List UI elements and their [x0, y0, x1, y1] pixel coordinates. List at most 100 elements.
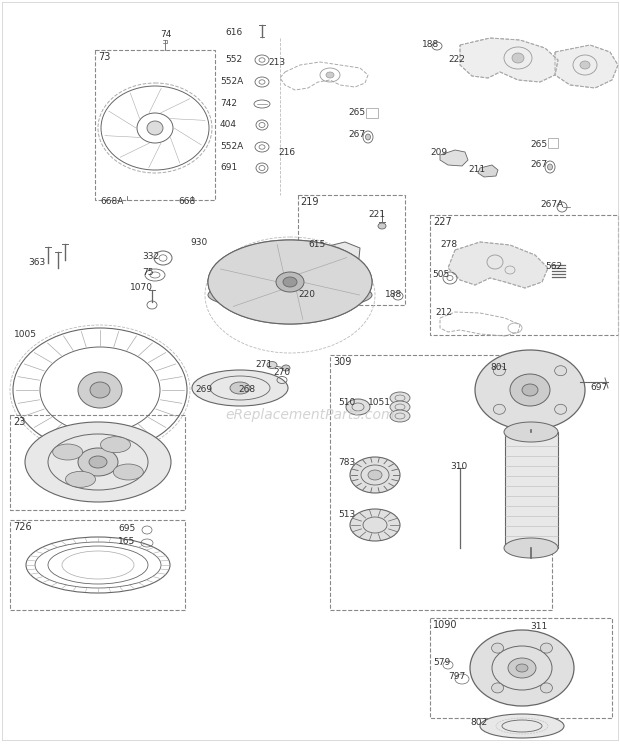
- Ellipse shape: [555, 366, 567, 376]
- Text: 270: 270: [273, 368, 290, 377]
- Ellipse shape: [390, 392, 410, 404]
- Ellipse shape: [541, 683, 552, 693]
- Text: 615: 615: [308, 240, 326, 249]
- Text: 505: 505: [432, 270, 450, 279]
- Ellipse shape: [368, 470, 382, 480]
- Ellipse shape: [267, 362, 277, 368]
- Ellipse shape: [78, 372, 122, 408]
- Text: 188: 188: [385, 290, 402, 299]
- Text: 668: 668: [178, 197, 195, 206]
- Ellipse shape: [390, 401, 410, 413]
- Ellipse shape: [510, 374, 550, 406]
- Text: 311: 311: [530, 622, 547, 631]
- Text: 552: 552: [225, 55, 242, 64]
- Ellipse shape: [366, 134, 371, 140]
- Ellipse shape: [480, 714, 564, 738]
- Text: 801: 801: [490, 363, 507, 372]
- Text: 691: 691: [220, 163, 237, 172]
- Text: 309: 309: [333, 357, 352, 367]
- Ellipse shape: [276, 272, 304, 292]
- Ellipse shape: [494, 366, 505, 376]
- Text: 616: 616: [225, 28, 242, 37]
- Polygon shape: [505, 432, 558, 548]
- Text: 510: 510: [338, 398, 355, 407]
- Text: 783: 783: [338, 458, 355, 467]
- Ellipse shape: [346, 399, 370, 415]
- Polygon shape: [440, 150, 468, 166]
- Text: 310: 310: [450, 462, 467, 471]
- Text: 668A: 668A: [100, 197, 123, 206]
- Text: 216: 216: [278, 148, 295, 157]
- Text: 267: 267: [348, 130, 365, 139]
- Text: 209: 209: [430, 148, 447, 157]
- Text: 742: 742: [220, 99, 237, 108]
- Ellipse shape: [580, 61, 590, 69]
- Ellipse shape: [53, 444, 82, 460]
- Text: 227: 227: [433, 217, 452, 227]
- Text: 219: 219: [300, 197, 319, 207]
- Text: 363: 363: [28, 258, 45, 267]
- Text: 220: 220: [298, 290, 315, 299]
- Text: 212: 212: [435, 308, 452, 317]
- Text: 695: 695: [118, 524, 135, 533]
- Ellipse shape: [282, 365, 290, 371]
- Polygon shape: [460, 38, 558, 82]
- Text: 267: 267: [530, 160, 547, 169]
- Ellipse shape: [470, 630, 574, 706]
- Text: 222: 222: [448, 55, 465, 64]
- Ellipse shape: [516, 664, 528, 672]
- Text: 73: 73: [98, 52, 110, 62]
- Text: 797: 797: [448, 672, 465, 681]
- Text: 802: 802: [470, 718, 487, 727]
- Text: 552A: 552A: [220, 77, 243, 86]
- Ellipse shape: [208, 240, 372, 324]
- Ellipse shape: [504, 538, 558, 558]
- Text: 1070: 1070: [130, 283, 153, 292]
- Ellipse shape: [378, 223, 386, 229]
- Text: 726: 726: [13, 522, 32, 532]
- Ellipse shape: [90, 382, 110, 398]
- Text: 165: 165: [118, 537, 135, 546]
- Ellipse shape: [522, 384, 538, 396]
- Polygon shape: [320, 242, 360, 275]
- Text: 74: 74: [160, 30, 171, 39]
- Ellipse shape: [350, 457, 400, 493]
- Ellipse shape: [512, 53, 524, 63]
- Ellipse shape: [113, 464, 143, 480]
- Text: 930: 930: [190, 238, 207, 247]
- Text: 221: 221: [368, 210, 385, 219]
- Ellipse shape: [25, 422, 171, 502]
- Ellipse shape: [192, 370, 288, 406]
- Ellipse shape: [208, 280, 372, 310]
- Ellipse shape: [547, 164, 552, 170]
- Text: 579: 579: [433, 658, 450, 667]
- Text: 562: 562: [545, 262, 562, 271]
- Ellipse shape: [390, 410, 410, 422]
- Text: 697: 697: [590, 383, 607, 392]
- Ellipse shape: [334, 254, 342, 261]
- Text: 265: 265: [530, 140, 547, 149]
- Text: 211: 211: [468, 165, 485, 174]
- Polygon shape: [555, 45, 618, 88]
- Text: 23: 23: [13, 417, 25, 427]
- Text: 404: 404: [220, 120, 237, 129]
- Text: 267A: 267A: [540, 200, 563, 209]
- Text: 1051: 1051: [368, 398, 391, 407]
- Ellipse shape: [89, 456, 107, 468]
- Text: 271: 271: [255, 360, 272, 369]
- Ellipse shape: [508, 658, 536, 678]
- Ellipse shape: [307, 289, 337, 305]
- Ellipse shape: [283, 277, 297, 287]
- Text: 332: 332: [142, 252, 159, 261]
- Text: 552A: 552A: [220, 142, 243, 151]
- Text: 268: 268: [238, 385, 255, 394]
- Text: 213: 213: [268, 58, 285, 67]
- Ellipse shape: [78, 448, 118, 476]
- Text: 278: 278: [440, 240, 457, 249]
- Text: 188: 188: [422, 40, 439, 49]
- Ellipse shape: [350, 509, 400, 541]
- Ellipse shape: [475, 350, 585, 430]
- Ellipse shape: [492, 643, 503, 653]
- Ellipse shape: [326, 72, 334, 78]
- Text: eReplacementParts.com: eReplacementParts.com: [225, 408, 395, 422]
